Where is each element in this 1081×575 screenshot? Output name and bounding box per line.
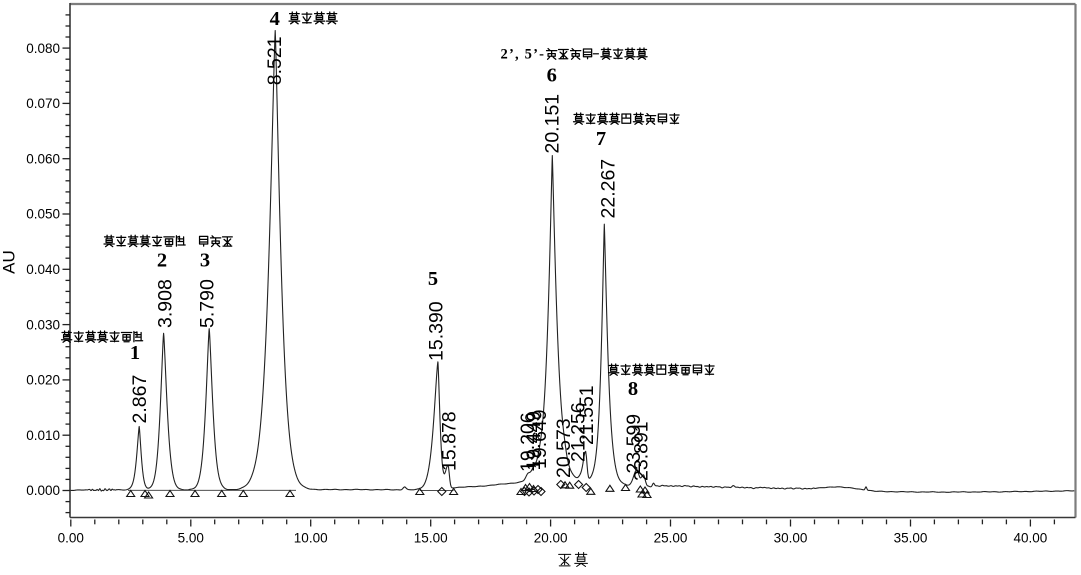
svg-text:40.00: 40.00: [1014, 531, 1048, 546]
svg-text:19.449: 19.449: [523, 411, 545, 471]
svg-text:15.878: 15.878: [439, 411, 461, 471]
svg-text:19.649: 19.649: [529, 409, 551, 469]
svg-text:2’, 5’-: 2’, 5’-: [501, 47, 546, 63]
svg-text:8.521: 8.521: [264, 36, 286, 85]
svg-text:AU: AU: [0, 250, 19, 274]
svg-text:21.551: 21.551: [576, 385, 598, 445]
svg-text:23.599: 23.599: [623, 414, 645, 474]
svg-text:23.891: 23.891: [631, 421, 653, 481]
svg-text:30.00: 30.00: [774, 531, 808, 546]
svg-text:5: 5: [428, 268, 438, 290]
svg-text:4: 4: [270, 8, 280, 30]
svg-text:10.00: 10.00: [294, 531, 328, 546]
svg-text:21.256: 21.256: [568, 402, 590, 462]
svg-text:6: 6: [547, 65, 557, 87]
svg-text:5.790: 5.790: [197, 279, 219, 328]
svg-text:0.050: 0.050: [26, 207, 60, 222]
svg-text:15.390: 15.390: [426, 301, 448, 361]
svg-text:19.206: 19.206: [517, 412, 539, 472]
svg-text:0.00: 0.00: [58, 531, 84, 546]
svg-text:25.00: 25.00: [654, 531, 688, 546]
svg-text:22.267: 22.267: [598, 159, 620, 219]
svg-text:0.030: 0.030: [26, 317, 60, 332]
svg-text:0.040: 0.040: [26, 262, 60, 277]
svg-text:1: 1: [130, 342, 140, 364]
svg-text:0.060: 0.060: [26, 151, 60, 166]
svg-text:0.070: 0.070: [26, 96, 60, 111]
svg-text:3.908: 3.908: [155, 279, 177, 328]
svg-text:0.020: 0.020: [26, 373, 60, 388]
svg-text:0.080: 0.080: [26, 41, 60, 56]
svg-text:15.00: 15.00: [414, 531, 448, 546]
svg-text:20.573: 20.573: [553, 418, 575, 478]
svg-text:20.00: 20.00: [534, 531, 568, 546]
svg-text:8: 8: [628, 378, 638, 400]
svg-text:5.00: 5.00: [178, 531, 204, 546]
svg-text:2: 2: [157, 250, 167, 272]
svg-text:0.010: 0.010: [26, 428, 60, 443]
svg-text:3: 3: [200, 250, 210, 272]
svg-text:20.151: 20.151: [541, 94, 563, 154]
svg-text:2.867: 2.867: [129, 375, 151, 424]
svg-text:0.000: 0.000: [26, 483, 60, 498]
svg-text:35.00: 35.00: [894, 531, 928, 546]
svg-text:7: 7: [596, 128, 606, 150]
